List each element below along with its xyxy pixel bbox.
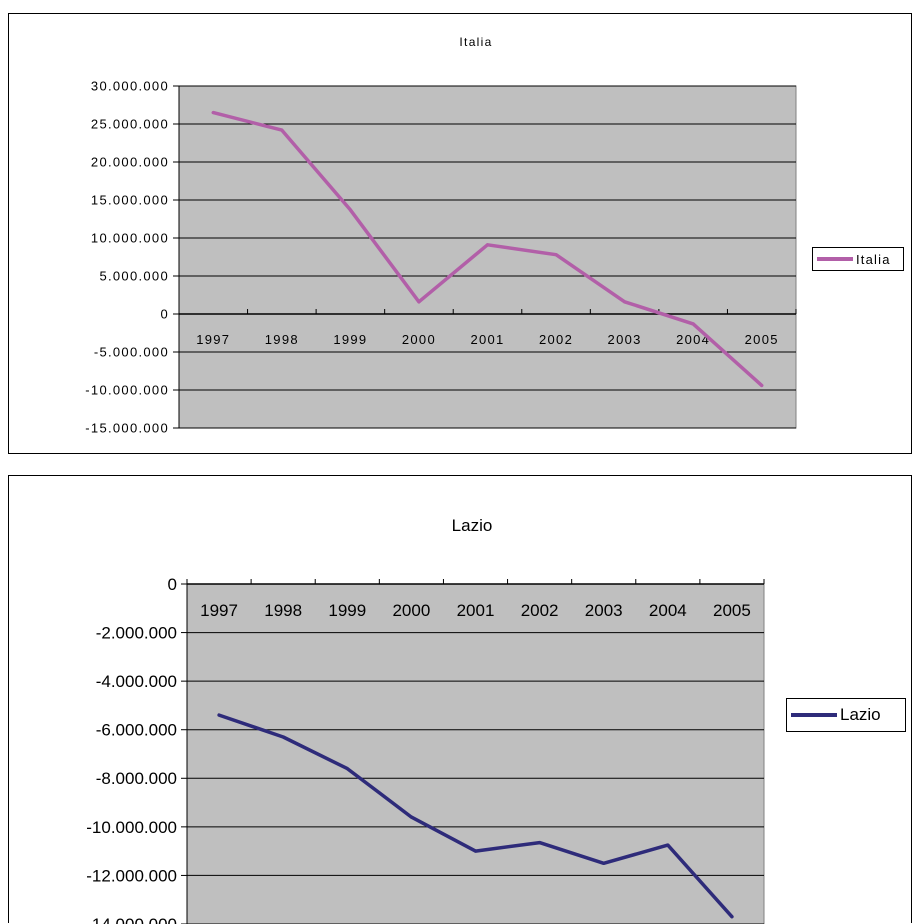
x-tick-label: 1997 [200, 601, 238, 620]
data-point [554, 253, 558, 257]
data-point [602, 861, 606, 865]
data-point [348, 208, 352, 212]
x-tick-label: 2004 [649, 601, 687, 620]
x-tick-label: 2005 [745, 332, 779, 347]
chart-title: Italia [459, 35, 492, 49]
data-point [211, 111, 215, 115]
data-point [730, 915, 734, 919]
x-tick-label: 1998 [264, 601, 302, 620]
legend-label-italia: Italia [856, 251, 891, 267]
chart-italia-svg: 30.000.000 25.000.000 20.000.000 15.000.000… [85, 35, 797, 436]
chart-lazio: 0 -2.000.000 -4.000.000 -6.000.000 -8.000.00… [8, 475, 912, 924]
x-tick-label: 2001 [470, 332, 504, 347]
y-tick-label: 0 [160, 307, 169, 322]
x-tick-label: 2000 [402, 332, 436, 347]
y-tick-label: -12.000.000 [86, 866, 177, 885]
chart-lazio-svg: 0 -2.000.000 -4.000.000 -6.000.000 -8.000.00… [86, 516, 765, 924]
x-tick-label: 2003 [608, 332, 642, 347]
x-tick-label: 1999 [328, 601, 366, 620]
x-tick-label: 2005 [713, 601, 751, 620]
y-tick-label: -2.000.000 [96, 624, 177, 643]
data-point [474, 849, 477, 853]
y-tick-label: -14.000.000 [86, 915, 177, 924]
data-point [409, 815, 413, 819]
x-tick-label: 2002 [539, 332, 573, 347]
data-point [538, 841, 542, 845]
data-point [417, 300, 421, 304]
x-tick-label: 2001 [457, 601, 495, 620]
y-tick-label: 25.000.000 [91, 117, 169, 132]
data-point [217, 713, 221, 717]
x-tick-label: 2003 [585, 601, 623, 620]
legend-italia: Italia [812, 247, 904, 271]
x-tick-label: 2000 [392, 601, 430, 620]
y-tick-label: 5.000.000 [99, 269, 169, 284]
y-tick-label: 20.000.000 [91, 155, 169, 170]
plot-area [186, 583, 765, 924]
data-point [280, 128, 284, 132]
x-tick-label: 1999 [333, 332, 367, 347]
legend-label-lazio: Lazio [840, 705, 881, 724]
y-tick-label: 0 [168, 575, 177, 594]
y-tick-label: -15.000.000 [85, 421, 169, 436]
y-tick-label: -10.000.000 [86, 818, 177, 837]
data-point [486, 243, 489, 247]
data-point [623, 300, 627, 304]
data-point [691, 322, 695, 326]
y-tick-label: 30.000.000 [91, 79, 169, 94]
x-tick-label: 1998 [265, 332, 299, 347]
x-tick-label: 2004 [676, 332, 710, 347]
y-tick-label: 15.000.000 [91, 193, 169, 208]
data-point [281, 735, 285, 739]
data-point [666, 843, 670, 847]
y-tick-label: -10.000.000 [85, 383, 169, 398]
legend-lazio: Lazio [786, 698, 906, 732]
y-tick-label: -8.000.000 [96, 769, 177, 788]
x-tick-label: 1997 [196, 332, 230, 347]
data-point [760, 383, 764, 387]
chart-italia: 30.000.000 25.000.000 20.000.000 15.000.000… [8, 13, 912, 454]
data-point [345, 767, 349, 771]
y-tick-label: -5.000.000 [94, 345, 169, 360]
plot-area [178, 85, 797, 429]
y-tick-label: -4.000.000 [96, 672, 177, 691]
legend-swatch-lazio [791, 713, 837, 717]
legend-swatch-italia [817, 257, 853, 261]
chart-title: Lazio [452, 516, 493, 535]
y-tick-label: 10.000.000 [91, 231, 169, 246]
y-tick-label: -6.000.000 [96, 721, 177, 740]
x-tick-label: 2002 [521, 601, 559, 620]
